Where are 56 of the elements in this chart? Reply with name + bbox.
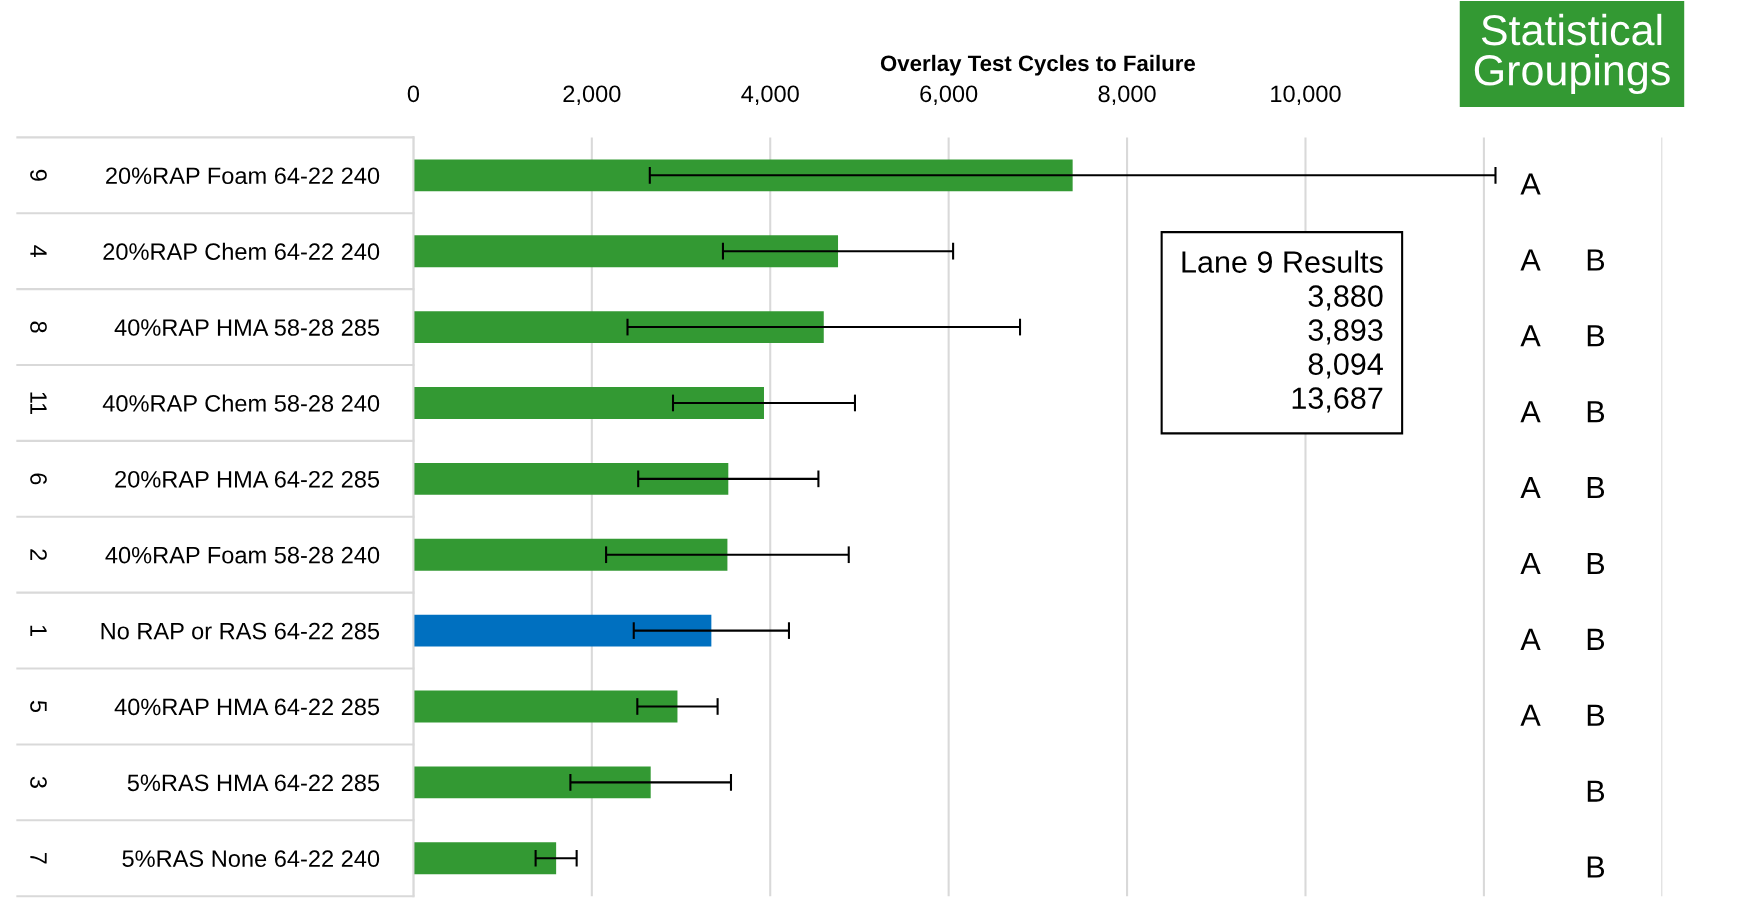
annotation: A [1520, 552, 1541, 574]
annotation: B [1587, 552, 1605, 574]
annotation: A [1520, 325, 1541, 347]
text: 9 [30, 169, 47, 181]
y-tick-label: 5%RAS None 64-22 240 [122, 850, 380, 868]
y-tick-label: 40%RAP Foam 58-28 240 [105, 546, 380, 564]
annotation: B [1587, 704, 1605, 726]
y-tick-label: 40%RAP HMA 64-22 285 [114, 698, 380, 716]
bar [413, 766, 651, 799]
y-tick-label: No RAP or RAS 64-22 285 [101, 622, 380, 640]
text: 2 [30, 549, 47, 561]
text: 5 [30, 700, 47, 713]
bar [413, 690, 678, 723]
annotation: A [1520, 401, 1541, 423]
text: 6 [30, 473, 47, 485]
y-tick-label: 20%RAP Chem 64-22 240 [103, 242, 380, 260]
annotation: Lane 9 Results 3,880 3,893 8,094 13,687 [1182, 250, 1383, 413]
y-tick-label: 40%RAP Chem 58-28 240 [102, 394, 380, 412]
annotation: A [1520, 173, 1541, 195]
bar [413, 387, 764, 419]
x-tick-label: 4,000 [741, 85, 799, 105]
x-tick-label: 10,000 [1271, 85, 1341, 105]
bar [413, 159, 1073, 192]
x-axis-title: Overlay Test Cycles to Failure [880, 54, 1195, 76]
x-tick-label: 2,000 [563, 85, 621, 105]
annotation: B [1587, 477, 1605, 499]
annotation: B [1587, 249, 1605, 271]
annotation: A [1520, 477, 1541, 499]
y-tick-label: 40%RAP HMA 58-28 285 [114, 319, 380, 336]
bar [413, 538, 728, 571]
annotation: B [1587, 856, 1605, 878]
text: 1 [30, 625, 47, 637]
bar [413, 842, 557, 875]
x-tick-label: 6,000 [920, 85, 978, 105]
annotation: B [1587, 628, 1605, 650]
text: 3 [30, 776, 47, 788]
bar [413, 235, 839, 268]
annotation: A [1520, 628, 1541, 650]
annotation: B [1587, 401, 1605, 423]
annotation: A [1520, 249, 1541, 271]
annotation: B [1587, 780, 1605, 802]
bar [413, 311, 824, 344]
annotation: B [1587, 325, 1605, 347]
y-tick-label: 5%RAS HMA 64-22 285 [127, 774, 380, 792]
y-tick-label: 20%RAP Foam 64-22 240 [106, 167, 380, 185]
x-tick-label: 8,000 [1098, 85, 1156, 105]
y-tick-label: 20%RAP HMA 64-22 285 [115, 470, 380, 488]
x-tick-label: 0 [407, 85, 420, 103]
text: 7 [30, 852, 47, 864]
text: 8 [30, 321, 47, 333]
text: 4 [30, 245, 47, 258]
bar [413, 614, 712, 647]
bar [413, 462, 729, 495]
text: 11 [30, 392, 47, 415]
text: Statistical Groupings [1474, 13, 1670, 95]
annotation: A [1520, 704, 1541, 726]
